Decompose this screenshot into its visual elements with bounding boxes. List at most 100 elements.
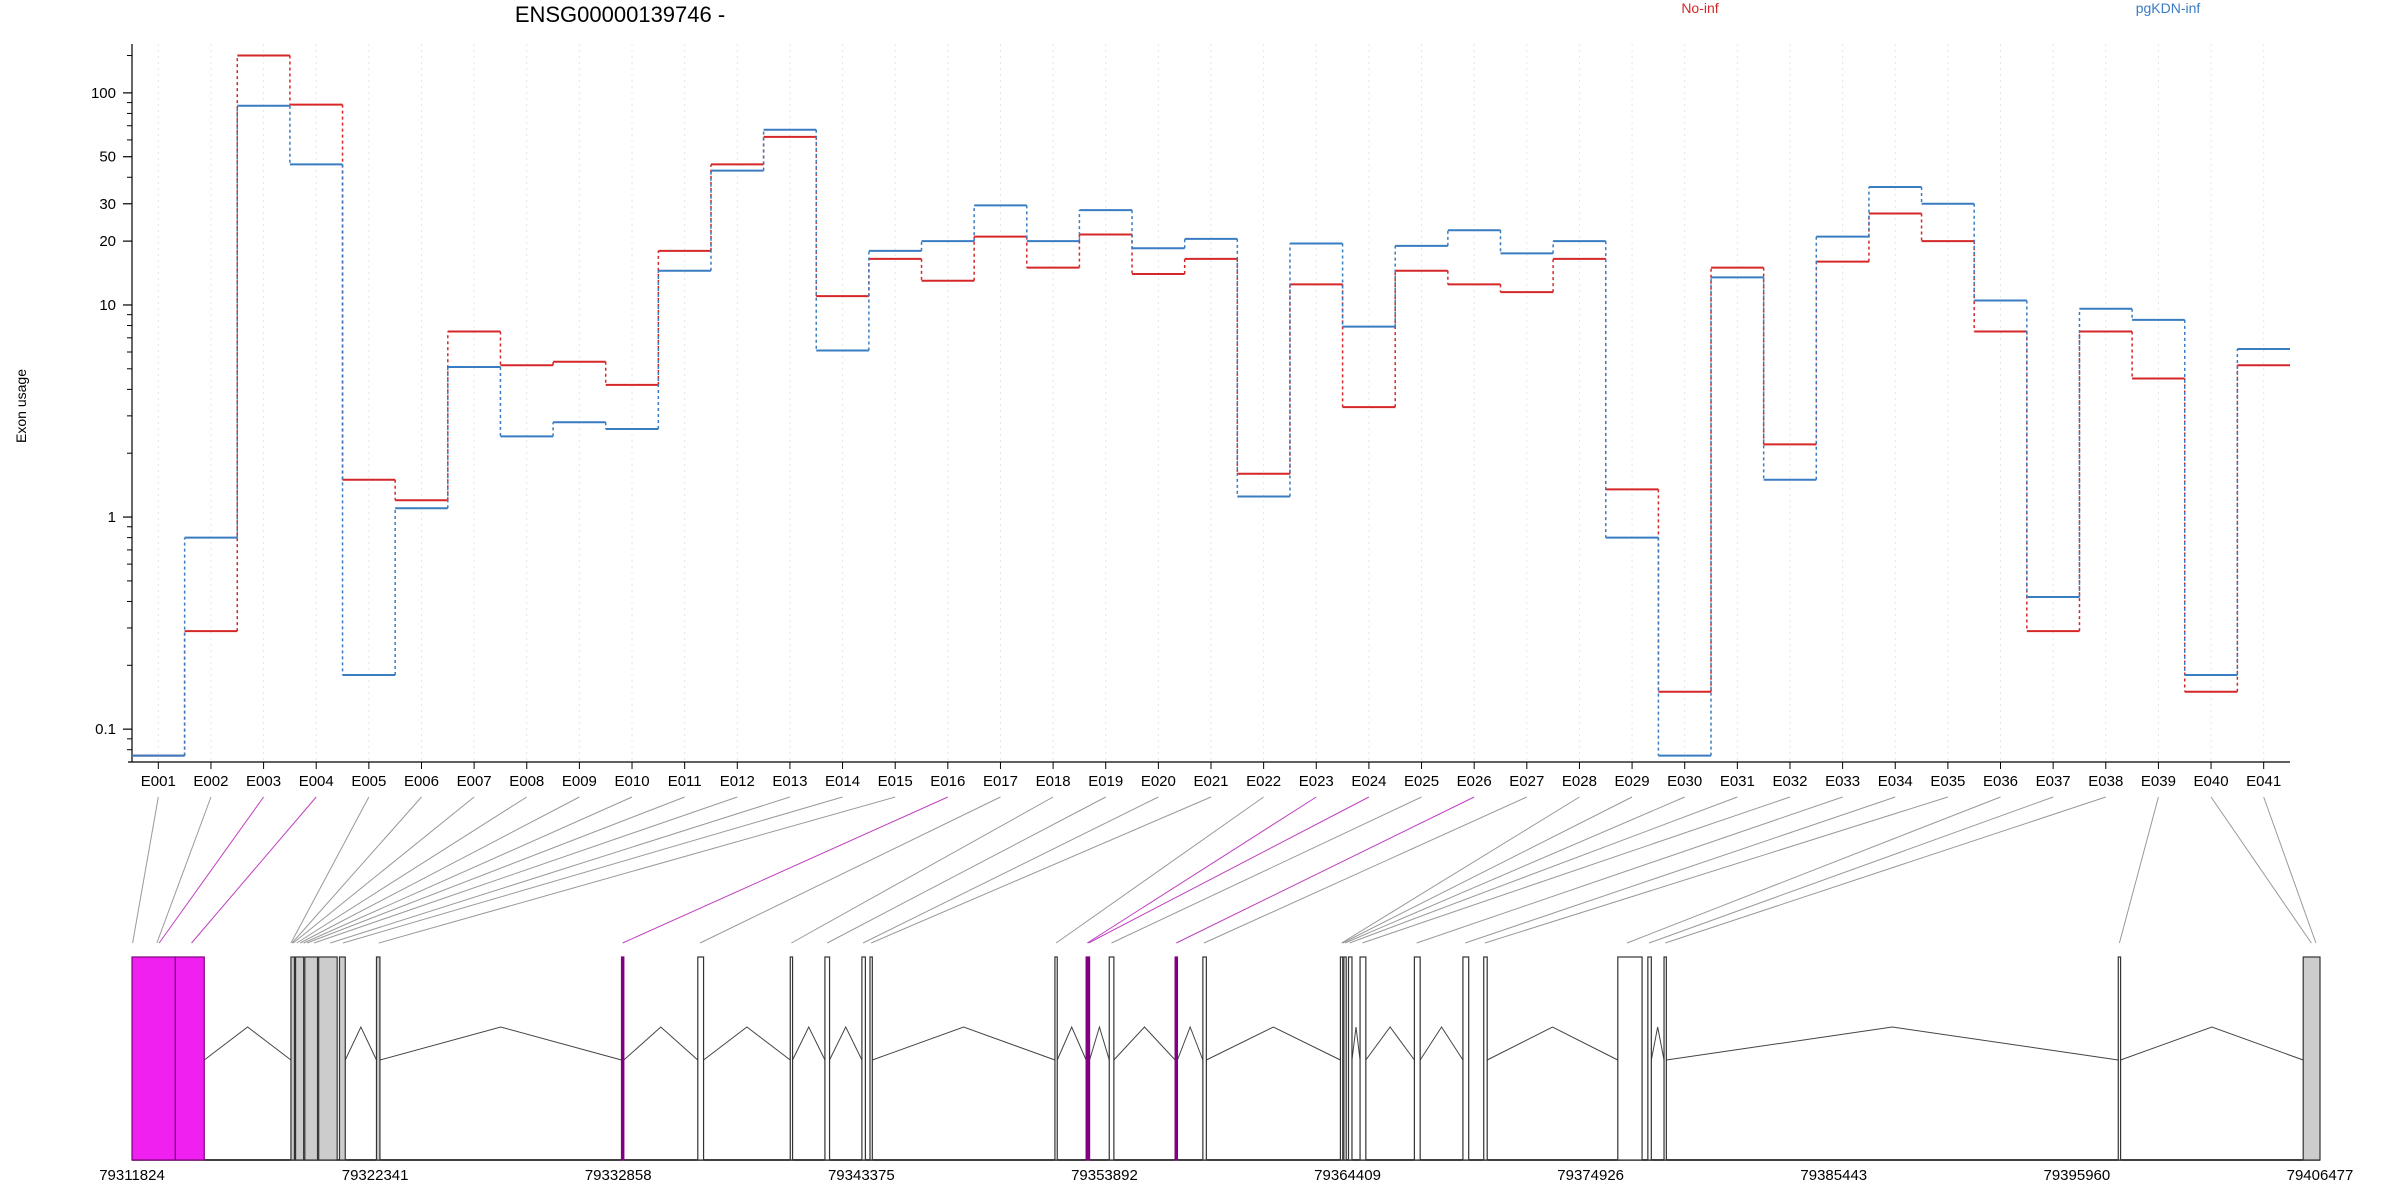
gene-coordinate-label: 79374926	[1557, 1167, 1624, 1184]
intron-line	[829, 1025, 863, 1061]
exon-box	[1108, 956, 1115, 1161]
exon-box	[1483, 956, 1488, 1161]
series-pgkdn-inf	[132, 104, 2290, 757]
connector-e024	[1088, 796, 1370, 944]
connector-e027	[1203, 796, 1528, 944]
exon-box	[131, 956, 176, 1161]
x-tick-label-e038: E038	[2088, 773, 2123, 790]
connector-e003	[158, 796, 264, 944]
gene-coordinate-label: 79406477	[2287, 1167, 2354, 1184]
x-tick-label-e019: E019	[1088, 773, 1123, 790]
x-tick-label-e004: E004	[299, 773, 334, 790]
x-tick-label-e005: E005	[351, 773, 386, 790]
intron-line	[792, 1025, 826, 1061]
connector-e009	[299, 796, 580, 944]
intron-line	[1056, 1025, 1087, 1061]
connector-e001	[132, 796, 159, 944]
connector-e041	[2263, 796, 2317, 944]
exon-box	[1617, 956, 1643, 1161]
exon-box	[318, 956, 338, 1161]
exon-box	[789, 956, 794, 1161]
legend-entry-no-inf: No-inf	[1681, 0, 1718, 16]
connector-e021	[870, 796, 1212, 944]
intron-line	[1176, 1025, 1204, 1061]
x-tick-label-e018: E018	[1036, 773, 1071, 790]
series-lines	[132, 54, 2290, 757]
connector-e019	[827, 796, 1106, 944]
connector-e026	[1176, 796, 1475, 944]
x-tick-label-e002: E002	[193, 773, 228, 790]
x-tick-label-e013: E013	[772, 773, 807, 790]
intron-line	[1365, 1026, 1415, 1061]
exon-box	[1202, 956, 1207, 1161]
exon-box	[824, 956, 831, 1161]
axes: 100 50 30 20 10 1 0.1 E001 E002 E003 E004 E005 E006 E…	[91, 44, 2290, 790]
connector-e002	[156, 796, 212, 944]
x-tick-label-e027: E027	[1509, 773, 1544, 790]
y-tick-label: 30	[99, 196, 116, 213]
grid-lines	[157, 44, 2265, 762]
connector-e017	[699, 796, 1001, 944]
connector-e034	[1465, 796, 1896, 944]
exon-box	[869, 956, 873, 1161]
intron-line	[703, 1026, 791, 1061]
connector-e039	[2118, 796, 2159, 944]
gene-coordinate-label: 79385443	[1800, 1167, 1867, 1184]
exon-box	[1347, 956, 1353, 1161]
connector-e035	[1484, 796, 1949, 944]
x-tick-label-e008: E008	[509, 773, 544, 790]
x-tick-label-e012: E012	[720, 773, 755, 790]
intron-line	[1351, 1026, 1361, 1061]
exon-box	[1462, 956, 1470, 1161]
x-tick-label-e029: E029	[1615, 773, 1650, 790]
x-tick-label-e034: E034	[1878, 773, 1913, 790]
intron-line	[1666, 1026, 2119, 1061]
y-tick-label: 100	[91, 85, 116, 102]
x-tick-label-e007: E007	[457, 773, 492, 790]
intron-line	[623, 1026, 699, 1061]
x-tick-label-e025: E025	[1404, 773, 1439, 790]
connector-e028	[1341, 796, 1580, 944]
exon-box	[304, 956, 319, 1161]
exon-box	[2302, 956, 2321, 1161]
x-tick-label-e040: E040	[2194, 773, 2229, 790]
y-tick-label: 20	[99, 233, 116, 250]
connector-e015	[378, 796, 896, 944]
gene-coordinate-label: 79395960	[2044, 1167, 2111, 1184]
gene-coordinate-label: 79343375	[828, 1167, 895, 1184]
exon-box	[2117, 956, 2122, 1161]
connector-e038	[1665, 796, 2106, 944]
connector-e037	[1648, 796, 2054, 944]
y-tick-label: 0.1	[95, 721, 116, 738]
connector-e033	[1416, 796, 1843, 944]
y-tick-label: 10	[99, 297, 116, 314]
exon-box	[174, 956, 205, 1161]
connector-e006	[291, 796, 422, 944]
intron-line	[1419, 1026, 1464, 1061]
x-tick-label-e014: E014	[825, 773, 860, 790]
gene-coordinate-label: 79322341	[342, 1167, 409, 1184]
x-tick-label-e026: E026	[1457, 773, 1492, 790]
x-tick-label-e021: E021	[1193, 773, 1228, 790]
connector-e032	[1362, 796, 1791, 944]
x-tick-label-e030: E030	[1667, 773, 1702, 790]
exon-box	[290, 956, 296, 1161]
connector-e014	[342, 796, 843, 944]
exon-box	[620, 956, 625, 1161]
connector-e007	[292, 796, 475, 944]
connector-e005	[290, 796, 370, 944]
connector-e012	[313, 796, 738, 944]
x-tick-label-e037: E037	[2036, 773, 2071, 790]
intron-line	[2120, 1026, 2304, 1061]
connector-e011	[306, 796, 685, 944]
gene-coordinate-label: 79311824	[99, 1167, 165, 1184]
x-tick-label-e001: E001	[141, 773, 176, 790]
connector-e036	[1626, 796, 2001, 944]
intron-line	[344, 1025, 377, 1061]
x-tick-label-e035: E035	[1930, 773, 1965, 790]
x-tick-label-e016: E016	[930, 773, 965, 790]
exon-box	[338, 956, 346, 1161]
intron-line	[203, 1026, 292, 1061]
connector-e016	[622, 796, 949, 944]
